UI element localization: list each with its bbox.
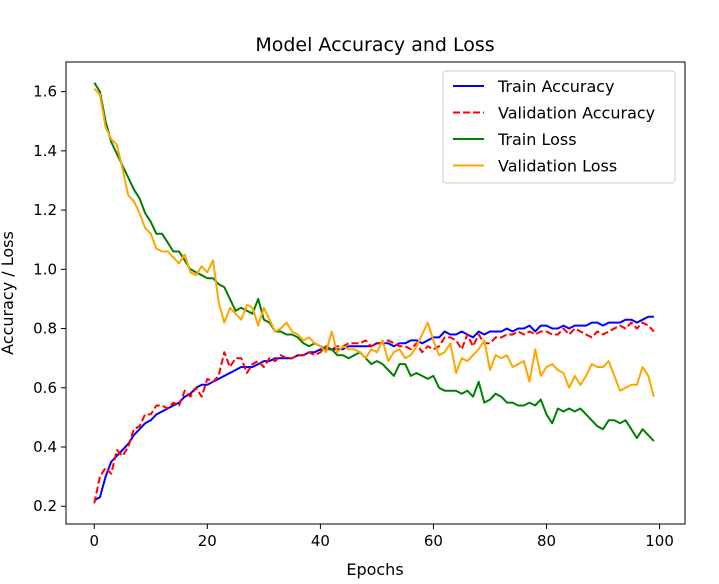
series-line-validation-loss <box>93 88 655 397</box>
legend-box <box>442 70 676 184</box>
chart-title: Model Accuracy and Loss <box>255 34 494 56</box>
plot-area <box>65 61 686 525</box>
y-axis-label: Accuracy / Loss <box>0 231 17 355</box>
y-tick-label: 0.4 <box>33 438 57 456</box>
legend-label: Validation Loss <box>498 157 617 176</box>
x-axis-label: Epochs <box>346 560 403 579</box>
x-tick-label: 80 <box>537 532 556 550</box>
legend-label: Train Loss <box>497 130 577 149</box>
series-layer <box>93 82 655 504</box>
x-tick-label: 100 <box>645 532 674 550</box>
y-axis-ticks: 0.2 0.4 0.6 0.8 1.0 1.2 1.4 1.6 <box>33 83 66 515</box>
y-tick-label: 1.6 <box>33 83 57 101</box>
series-line-validation-accuracy <box>93 321 655 504</box>
x-tick-label: 40 <box>311 532 330 550</box>
chart-legend: Train Accuracy Validation Accuracy Train L… <box>442 70 676 184</box>
x-tick-label: 0 <box>89 532 99 550</box>
y-tick-label: 0.8 <box>33 320 57 338</box>
axes-frame <box>65 61 686 525</box>
x-tick-label: 60 <box>424 532 443 550</box>
legend-label: Validation Accuracy <box>498 104 655 123</box>
y-tick-label: 1.4 <box>33 142 57 160</box>
y-tick-label: 0.6 <box>33 379 57 397</box>
y-tick-label: 0.2 <box>33 497 57 515</box>
y-tick-label: 1.0 <box>33 260 57 278</box>
y-tick-label: 1.2 <box>33 201 57 219</box>
x-tick-label: 20 <box>198 532 217 550</box>
x-axis-ticks: 0 20 40 60 80 100 <box>89 524 674 550</box>
legend-label: Train Accuracy <box>497 77 615 96</box>
